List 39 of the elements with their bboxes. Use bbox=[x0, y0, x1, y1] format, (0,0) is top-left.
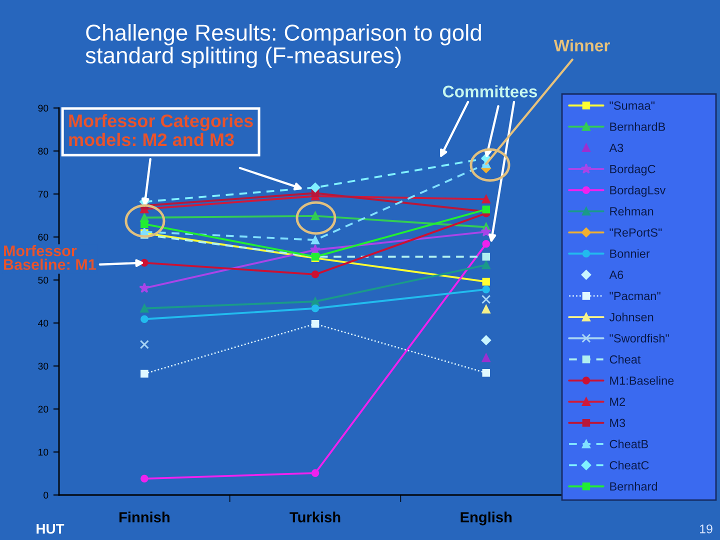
legend-label: Rehman bbox=[610, 206, 654, 216]
y-tick-label: 20 bbox=[38, 406, 48, 413]
legend-label: M3 bbox=[610, 418, 626, 428]
y-tick-label: 90 bbox=[38, 104, 48, 112]
legend-label: A3 bbox=[609, 144, 624, 152]
y-tick-label: 40 bbox=[38, 320, 48, 327]
legend-label: CheatC bbox=[610, 460, 649, 470]
legend-label: "Sumaa" bbox=[610, 101, 655, 110]
legend-label: Cheat bbox=[610, 354, 641, 364]
legend-label: CheatB bbox=[610, 440, 648, 448]
y-tick-label: 0 bbox=[44, 492, 48, 499]
legend-label: "RePortS" bbox=[610, 228, 662, 237]
y-tick-label: 10 bbox=[38, 448, 48, 456]
text: 19 bbox=[700, 524, 712, 534]
legend-label: Bernhard bbox=[610, 482, 658, 491]
y-tick-label: 50 bbox=[38, 276, 48, 284]
legend-label: BordagLsv bbox=[610, 186, 666, 197]
text: HUT bbox=[36, 524, 64, 534]
annotation: Committees bbox=[442, 85, 538, 98]
legend-label: A6 bbox=[609, 270, 624, 280]
chart-title: Challenge Results: Comparison to gold standard splitting (F-measures) bbox=[86, 24, 481, 68]
legend-label: BernhardB bbox=[610, 122, 666, 131]
y-tick-label: 70 bbox=[38, 190, 48, 198]
annotation: Morfessor Categories models: M2 and M3 bbox=[69, 114, 253, 146]
x-tick-label: Turkish bbox=[290, 512, 340, 522]
legend-label: "Swordfish" bbox=[610, 334, 669, 342]
annotation: Morfessor Baseline: M1 bbox=[4, 245, 96, 270]
y-tick-label: 80 bbox=[38, 148, 48, 155]
legend-label: Johnsen bbox=[609, 312, 654, 322]
legend-label: M2 bbox=[610, 398, 626, 406]
y-tick-label: 60 bbox=[38, 234, 48, 241]
legend-label: BordagC bbox=[610, 164, 656, 176]
y-tick-label: 30 bbox=[38, 362, 48, 370]
legend-label: "Pacman" bbox=[610, 292, 660, 300]
x-tick-label: Finnish bbox=[119, 512, 170, 522]
legend-label: M1:Baseline bbox=[610, 376, 674, 385]
annotation: Winner bbox=[554, 39, 610, 52]
legend-label: Bonnier bbox=[610, 249, 650, 258]
x-tick-label: English bbox=[460, 512, 512, 526]
